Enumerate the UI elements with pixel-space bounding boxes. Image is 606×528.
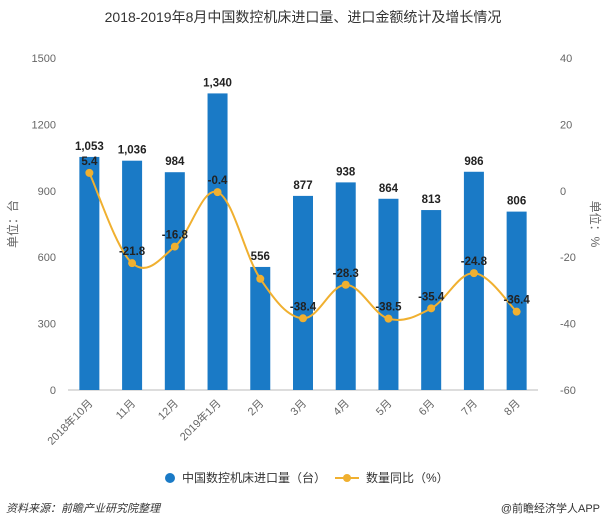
growth-point-5: [299, 314, 307, 323]
left-tick-label: 0: [50, 385, 56, 397]
left-tick-label: 1500: [32, 53, 56, 65]
source-note: 资料来源：前瞻产业研究院整理: [6, 502, 162, 515]
growth-line: [88, 172, 518, 321]
x-tick-label: 8月: [502, 398, 523, 419]
growth-point-10: [512, 307, 521, 316]
growth-point-8: [427, 304, 436, 313]
growth-value-label: -0.4: [208, 175, 228, 187]
growth-point-0: [85, 168, 94, 177]
x-tick-label: 4月: [331, 398, 352, 419]
left-axis-title: 单位：台: [5, 200, 20, 248]
bar-value-label: 986: [464, 156, 483, 168]
growth-value-label: -35.4: [418, 291, 445, 303]
credit-note: @前瞻经济学人APP: [501, 501, 600, 515]
left-tick-label: 300: [38, 319, 56, 331]
growth-value-label: -24.8: [461, 256, 488, 268]
x-tick-label: 6月: [417, 398, 438, 419]
right-axis-title: 单位：%: [588, 201, 603, 248]
bar-9: [463, 171, 484, 390]
bar-value-label: 813: [422, 194, 441, 206]
bar-value-label: 1,340: [203, 77, 232, 89]
bar-value-label: 984: [165, 156, 185, 168]
bar-5: [293, 195, 313, 390]
right-tick-label: 20: [560, 119, 572, 131]
x-tick-label: 2018年10月: [44, 396, 95, 447]
growth-point-2: [170, 242, 179, 251]
legend-bar-label: 中国数控机床进口量（台）: [182, 470, 326, 485]
x-tick-label: 12月: [156, 398, 181, 423]
right-tick-label: -20: [560, 252, 576, 264]
growth-value-label: -21.8: [119, 246, 146, 258]
growth-point-9: [469, 269, 478, 278]
right-axis-ticks: -60 -40 -20 0 20 40: [560, 53, 576, 397]
left-tick-label: 600: [38, 252, 56, 264]
bar-value-label: 806: [507, 196, 526, 208]
x-tick-label: 5月: [374, 398, 395, 419]
legend-bar-marker: [165, 473, 175, 483]
left-tick-label: 900: [38, 186, 56, 198]
bar-3: [207, 93, 228, 390]
bar-value-label: 556: [251, 251, 270, 263]
growth-value-label: 5.4: [81, 156, 98, 168]
legend-line-marker: [343, 474, 351, 482]
x-tick-label: 2019年1月: [177, 396, 224, 443]
growth-point-6: [341, 280, 350, 289]
bar-1: [122, 160, 143, 390]
bar-value-label: 938: [336, 166, 356, 178]
right-tick-label: -40: [560, 319, 576, 331]
right-tick-label: 40: [560, 53, 572, 65]
bar-0: [79, 156, 100, 390]
bar-labels: 1,053 1,036 984 1,340 556 877 938 864 813 986 806: [75, 77, 526, 263]
bar-value-label: 877: [293, 180, 312, 192]
line-series: [85, 168, 521, 323]
growth-point-7: [384, 314, 393, 323]
growth-point-1: [128, 259, 137, 268]
left-axis-ticks: 0 300 600 900 1200 1500: [32, 53, 56, 397]
bar-2: [164, 172, 185, 390]
growth-value-label: -28.3: [333, 268, 359, 280]
bar-7: [378, 198, 399, 390]
growth-value-label: -36.4: [504, 295, 531, 307]
bar-10: [506, 211, 527, 390]
x-tick-label: 2月: [246, 398, 267, 419]
growth-point-4: [256, 274, 265, 283]
x-tick-label: 7月: [459, 398, 480, 419]
legend-line-label: 数量同比（%）: [366, 470, 449, 485]
chart-title: 2018-2019年8月中国数控机床进口量、进口金额统计及增长情况: [105, 9, 502, 25]
growth-value-label: -38.4: [290, 301, 317, 313]
bar-4: [250, 266, 271, 390]
growth-value-label: -16.8: [162, 230, 189, 242]
growth-point-3: [213, 188, 222, 197]
legend: 中国数控机床进口量（台） 数量同比（%）: [165, 470, 449, 485]
right-tick-label: -60: [560, 385, 576, 397]
x-tick-label: 3月: [289, 398, 310, 419]
bar-value-label: 1,036: [118, 145, 147, 157]
bar-value-label: 864: [379, 183, 399, 195]
line-labels: 5.4 -21.8 -16.8 -0.4 -38.4 -28.3 -38.5 -35.4 -24…: [81, 156, 530, 314]
left-tick-label: 1200: [32, 119, 56, 131]
growth-value-label: -38.5: [375, 302, 402, 314]
bar-8: [421, 210, 442, 390]
bar-value-label: 1,053: [75, 141, 104, 153]
bars: [79, 93, 527, 390]
x-tick-label: 11月: [114, 398, 138, 422]
right-tick-label: 0: [560, 186, 566, 198]
